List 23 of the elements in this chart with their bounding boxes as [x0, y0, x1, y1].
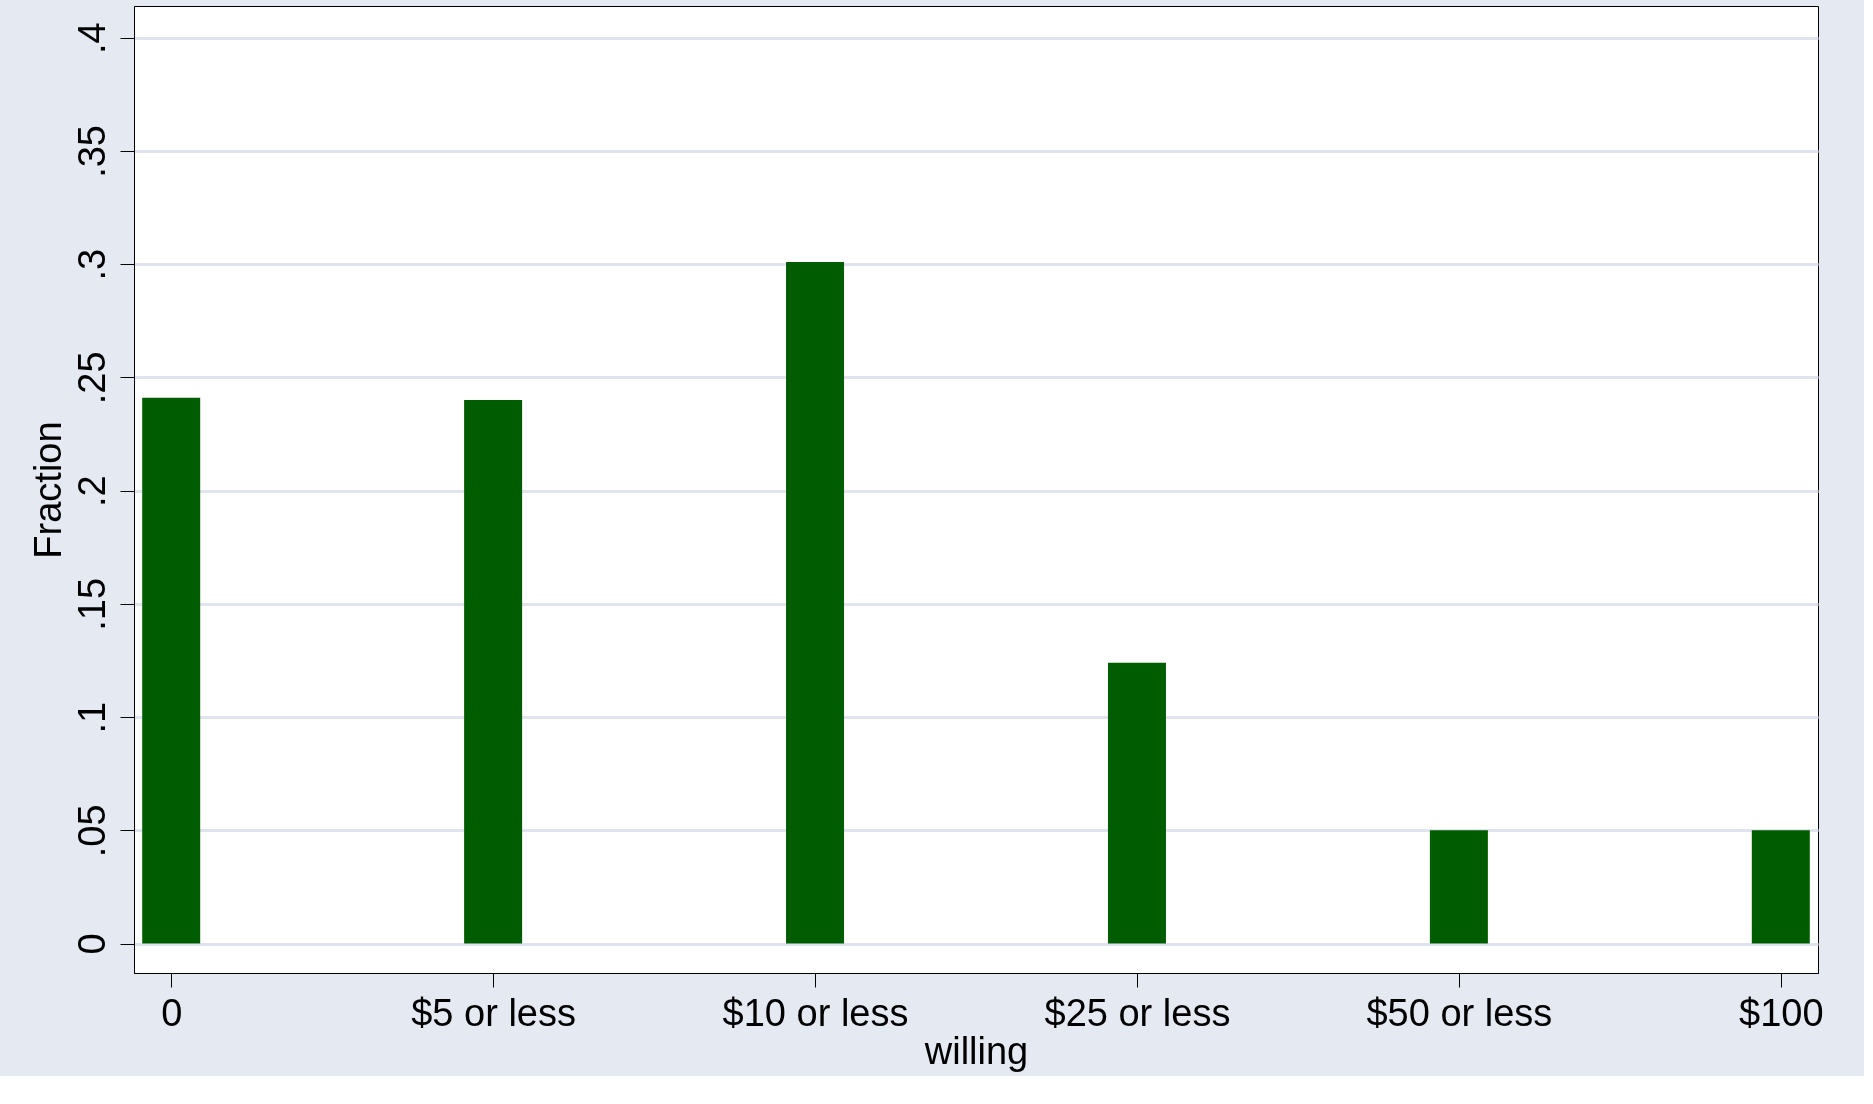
x-tick-label: $100: [1739, 991, 1824, 1034]
x-axis-title: willing: [923, 1029, 1029, 1072]
y-tick-label: .3: [70, 248, 113, 281]
x-tick-label: $10 or less: [722, 991, 909, 1034]
y-tick-label: 0: [70, 933, 113, 955]
bar: [786, 261, 845, 944]
x-tick-label: $50 or less: [1366, 991, 1553, 1034]
y-axis-title: Fraction: [26, 421, 69, 559]
y-tick-label: .15: [70, 577, 113, 631]
y-tick-label: .05: [70, 804, 113, 858]
x-tick-label: $25 or less: [1044, 991, 1231, 1034]
bar: [1107, 662, 1166, 944]
x-tick-label: $5 or less: [411, 991, 576, 1034]
bar: [464, 400, 523, 944]
y-tick-label: .35: [70, 125, 113, 178]
y-tick-label: .1: [70, 701, 113, 734]
y-tick-label: .25: [70, 351, 113, 405]
bar: [142, 397, 201, 944]
y-tick-label: .2: [70, 475, 113, 507]
x-tick-label: 0: [161, 991, 183, 1034]
bar: [1751, 830, 1810, 944]
bar: [1429, 830, 1488, 944]
y-tick-label: .4: [70, 22, 113, 55]
